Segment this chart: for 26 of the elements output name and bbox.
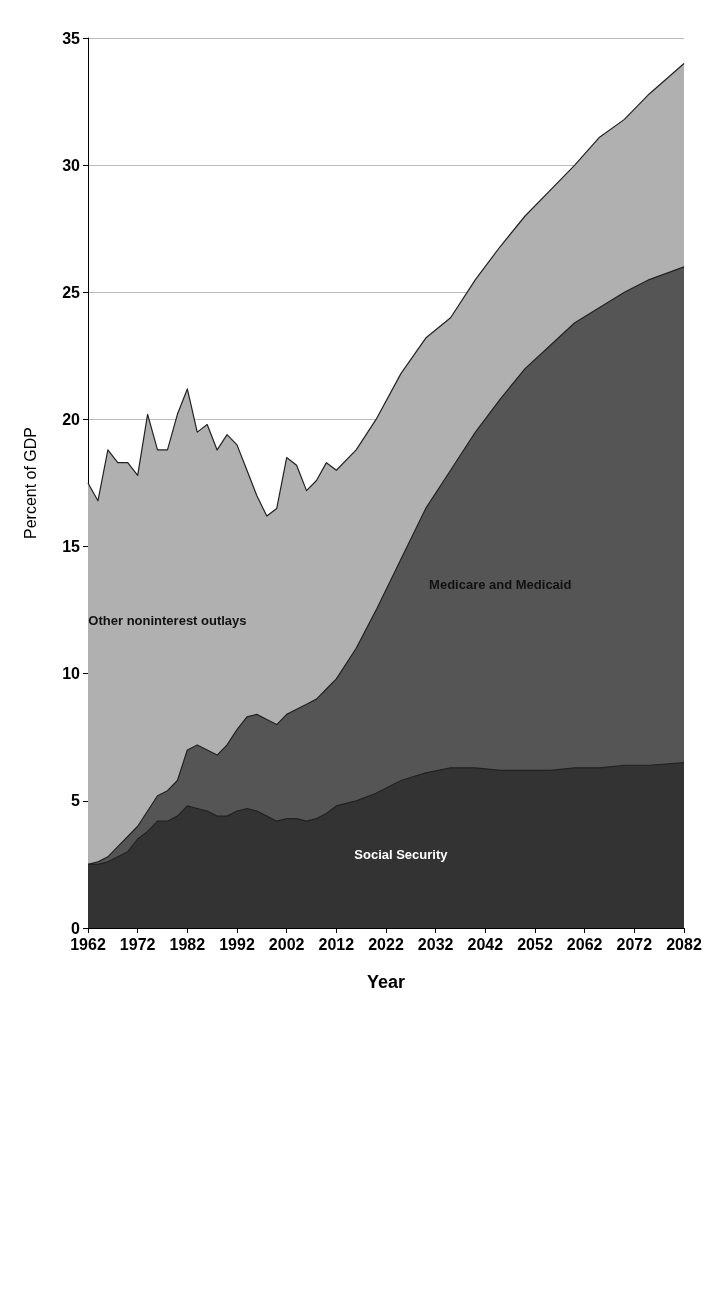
x-tick-label: 2072 [616, 935, 653, 953]
x-axis-title: Year [366, 972, 406, 992]
x-tick-label: 1962 [70, 935, 106, 953]
series-label: Social Security [354, 846, 449, 862]
series-label: Medicare and Medicaid [429, 577, 572, 593]
x-tick-label: 1972 [119, 935, 156, 953]
y-tick-label: 10 [62, 665, 81, 683]
y-tick-label: 35 [62, 29, 81, 47]
y-tick-label: 25 [62, 283, 81, 301]
x-tick-label: 2002 [268, 935, 305, 953]
y-tick-label: 30 [62, 156, 81, 174]
x-tick-label: 2012 [318, 935, 355, 953]
x-tick-label: 2062 [566, 935, 603, 953]
y-tick-label: 5 [71, 792, 81, 810]
x-tick-label: 2022 [368, 935, 404, 953]
y-tick-label: 0 [71, 919, 81, 937]
x-tick-label: 1992 [219, 935, 255, 953]
x-tick-label: 2052 [517, 935, 553, 953]
x-tick-label: 2032 [417, 935, 454, 953]
x-tick-label: 1982 [169, 935, 206, 953]
series-label: Other noninterest outlays [88, 612, 247, 628]
x-tick-label: 2042 [467, 935, 504, 953]
x-tick-label: 2082 [666, 935, 702, 953]
y-axis-title: Percent of GDP [21, 426, 39, 540]
y-tick-label: 15 [62, 538, 81, 556]
y-tick-label: 20 [62, 410, 81, 428]
